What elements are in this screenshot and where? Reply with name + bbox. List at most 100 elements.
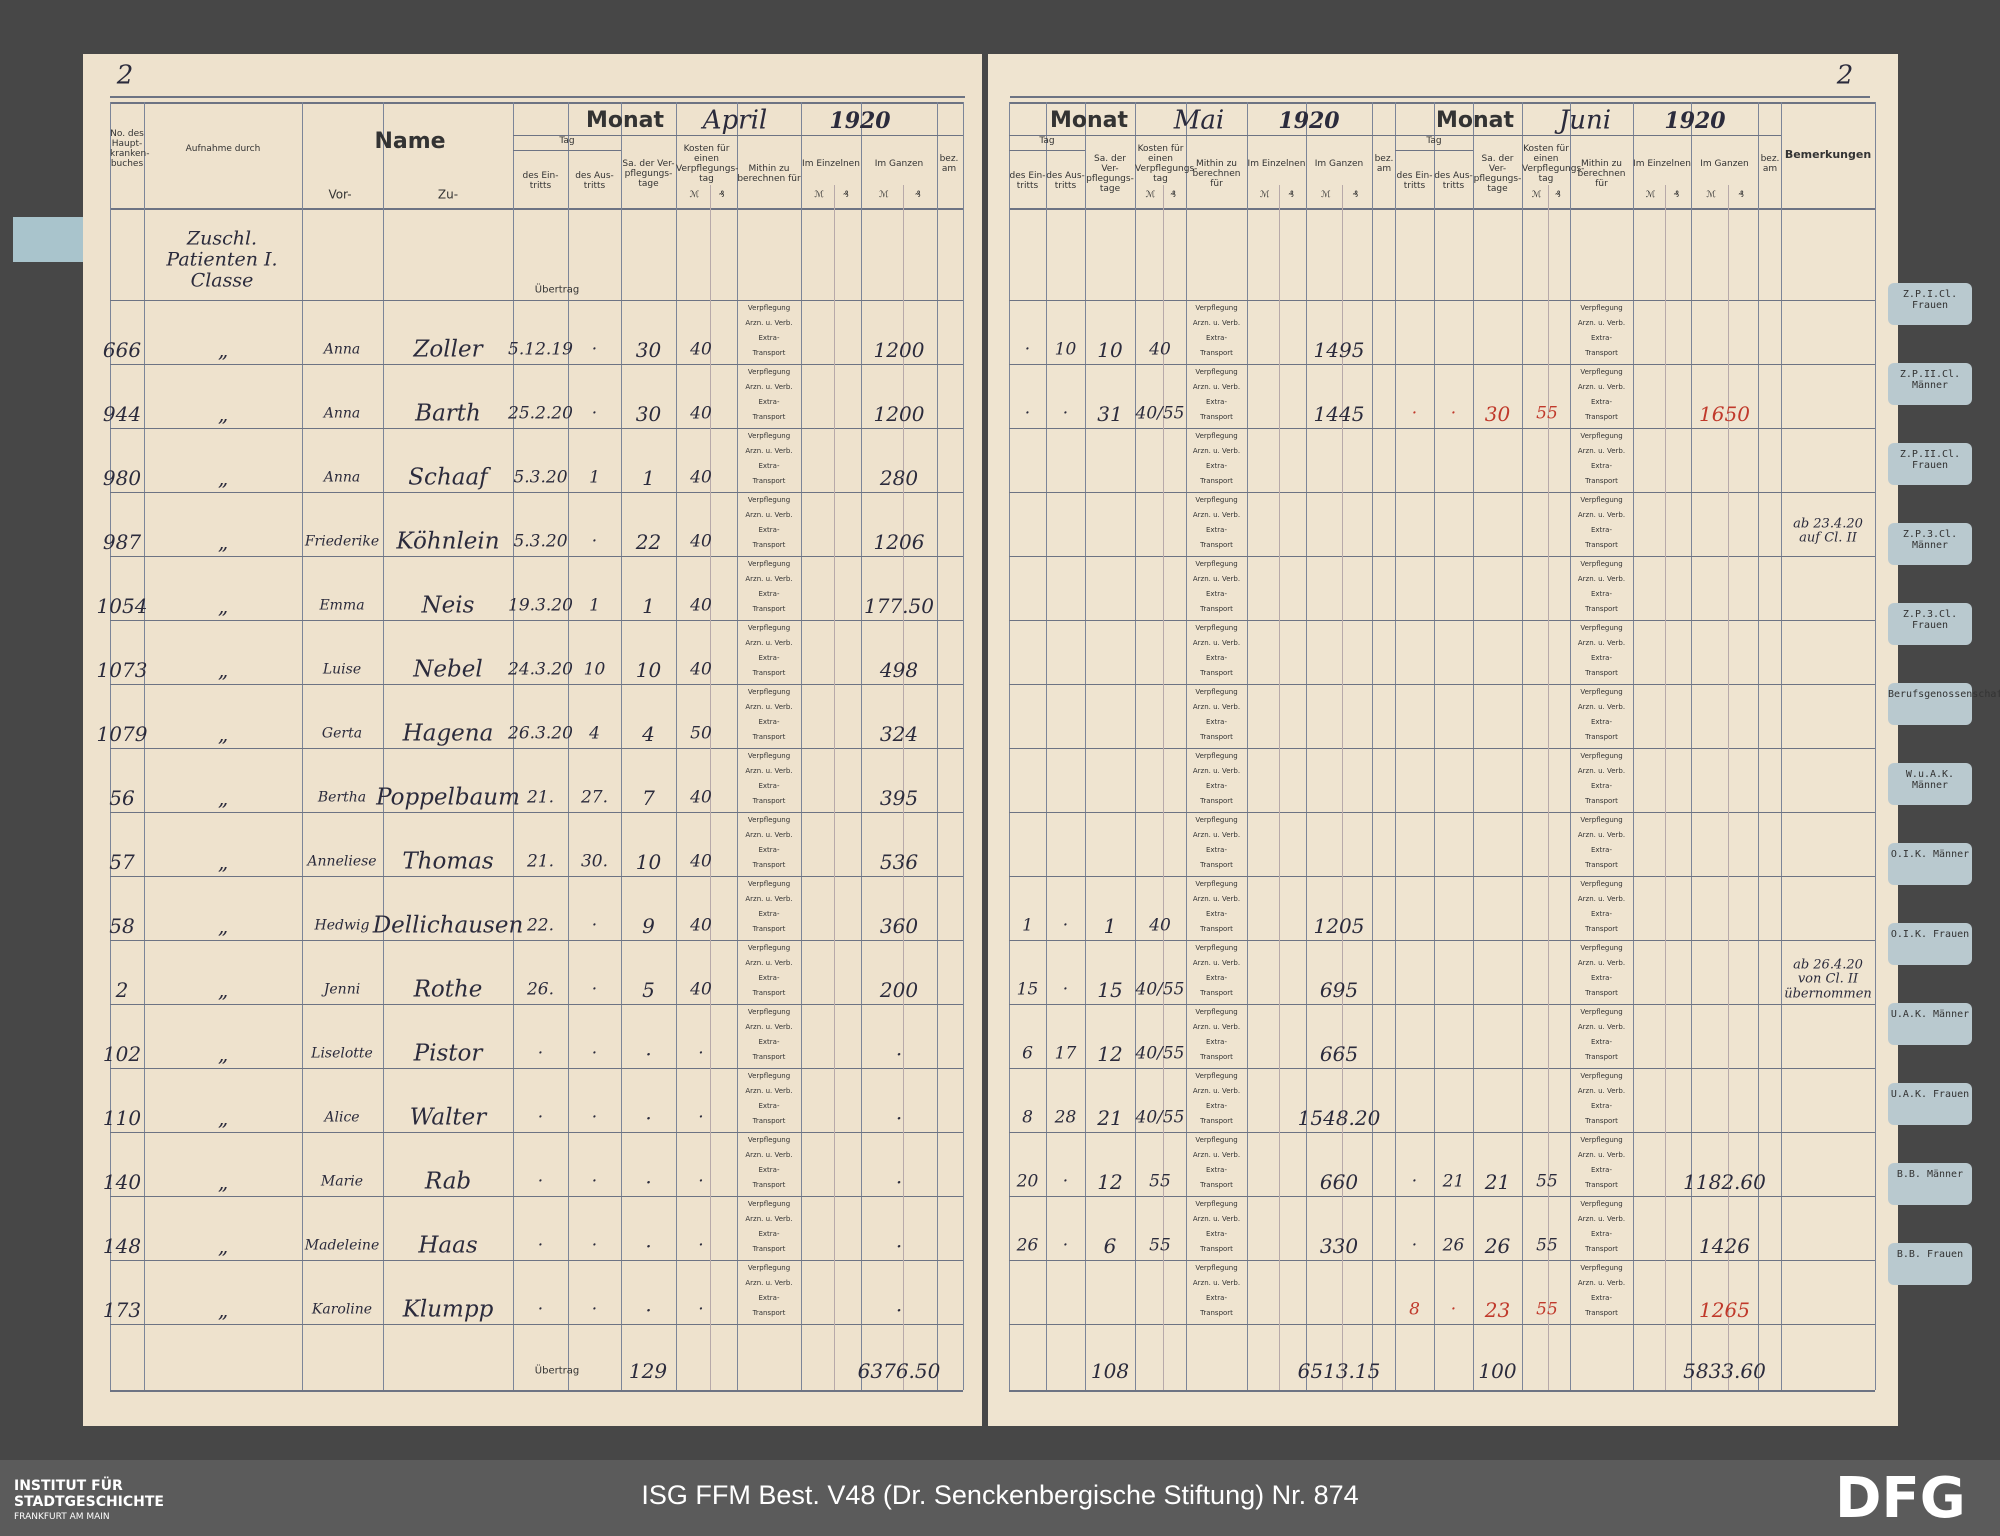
mithin-label: Arzn. u. Verb. — [745, 1087, 793, 1096]
column-header: Mithin zu berechnen für — [1577, 159, 1626, 189]
mithin-label: Extra- — [1205, 590, 1228, 599]
entry-out: 10 — [1054, 339, 1077, 360]
rule — [1395, 135, 1781, 136]
entry-by: „ — [217, 1234, 229, 1258]
mithin-label: Extra- — [758, 334, 780, 343]
rule — [110, 748, 963, 749]
rule — [963, 102, 964, 1390]
entry-days: 30 — [635, 338, 662, 362]
unit-header: ₰ — [1170, 190, 1177, 201]
unit-header: ₰ — [1555, 190, 1561, 201]
mithin-label: Extra- — [1590, 334, 1613, 343]
mithin-label: Verpflegung — [1580, 688, 1623, 697]
mithin-label: Arzn. u. Verb. — [1192, 1215, 1241, 1224]
mithin-label: Arzn. u. Verb. — [1192, 1279, 1241, 1288]
entry-last: Haas — [418, 1232, 478, 1259]
column-header: Aufnahme durch — [185, 144, 261, 155]
mithin-label: Extra- — [758, 782, 780, 791]
sum-days: 129 — [628, 1359, 668, 1383]
rule — [110, 102, 963, 104]
mithin-label: Extra- — [1590, 654, 1613, 663]
mithin-label: Verpflegung — [1195, 1200, 1238, 1209]
entry-last: Neis — [421, 592, 475, 619]
entry-by: „ — [217, 722, 229, 746]
entry-in: 26.3.20 — [508, 723, 573, 744]
rule — [1372, 102, 1373, 1390]
page-number: 2 — [1836, 60, 1854, 91]
entry-out: · — [591, 979, 598, 1000]
entry-days: 12 — [1097, 1042, 1123, 1066]
entry-no: 666 — [102, 338, 142, 362]
rule — [834, 185, 835, 1390]
mithin-label: Verpflegung — [1580, 560, 1623, 569]
month-label: Monat — [1435, 107, 1515, 133]
mithin-label: Transport — [1200, 1245, 1233, 1254]
mithin-label: Transport — [1585, 477, 1618, 486]
column-header: Tag — [1426, 136, 1442, 147]
mithin-label: Extra- — [1205, 398, 1228, 407]
mithin-label: Arzn. u. Verb. — [1577, 1215, 1626, 1224]
entry-no: 58 — [109, 914, 135, 938]
month-year: 1920 — [829, 107, 891, 134]
rule — [1570, 102, 1571, 1390]
entry-in: 21. — [526, 851, 555, 872]
entry-days: 9 — [642, 914, 655, 938]
mithin-label: Transport — [1200, 413, 1233, 422]
mithin-label: Verpflegung — [1195, 752, 1238, 761]
index-tab: O.I.K. Frauen — [1888, 923, 1972, 965]
mithin-label: Transport — [1200, 605, 1233, 614]
mithin-label: Transport — [752, 1053, 786, 1062]
entry-no: 148 — [102, 1234, 142, 1258]
entry-first: Anna — [323, 341, 361, 358]
entry-days: 5 — [642, 978, 655, 1002]
mithin-label: Extra- — [1590, 398, 1613, 407]
mithin-label: Transport — [1585, 797, 1618, 806]
entry-total: 200 — [879, 978, 919, 1002]
entry-days: 1 — [642, 594, 655, 618]
carry-label: Übertrag — [534, 284, 580, 296]
rule — [676, 102, 677, 1390]
mithin-label: Transport — [752, 413, 786, 422]
rule — [1163, 185, 1165, 1390]
entry-first: Karoline — [311, 1301, 373, 1318]
rule — [1758, 102, 1759, 1390]
entry-no: 1079 — [96, 722, 148, 746]
right-page — [988, 54, 1898, 1426]
mithin-label: Verpflegung — [1580, 1136, 1623, 1145]
column-header: Kosten für einen Verpflegungs-tag — [1522, 144, 1585, 184]
index-tab: Z.P.II.Cl. Frauen — [1888, 443, 1972, 485]
entry-days: 4 — [642, 722, 655, 746]
unit-header: ₰ — [1738, 190, 1745, 201]
rule — [1009, 876, 1875, 877]
index-tab: Z.P.II.Cl. Männer — [1888, 363, 1972, 405]
mithin-label: Verpflegung — [747, 560, 791, 569]
entry-first: Friederike — [304, 533, 380, 550]
mithin-label: Verpflegung — [747, 1136, 791, 1145]
rule — [1009, 1068, 1875, 1069]
entry-out: 26 — [1442, 1235, 1465, 1256]
entry-out: 1 — [589, 467, 600, 488]
rule — [1395, 102, 1396, 1390]
column-header: Bemerkungen — [1784, 147, 1872, 161]
rule — [302, 102, 303, 1390]
entry-by: „ — [217, 978, 229, 1002]
mithin-label: Verpflegung — [747, 752, 791, 761]
mithin-label: Verpflegung — [1195, 1072, 1238, 1081]
entry-first: Liselotte — [311, 1045, 373, 1062]
mithin-label: Arzn. u. Verb. — [1192, 1087, 1241, 1096]
rule — [1009, 1196, 1875, 1197]
mithin-label: Verpflegung — [747, 688, 791, 697]
entry-rate: 40 — [690, 787, 712, 808]
entry-last: Köhnlein — [396, 528, 500, 555]
entry-first: Luise — [322, 661, 362, 678]
rule — [1009, 940, 1875, 941]
mithin-label: Extra- — [1205, 718, 1228, 727]
rule — [1009, 748, 1875, 749]
entry-days: 12 — [1097, 1170, 1123, 1194]
entry-total: 1548.20 — [1297, 1106, 1381, 1130]
rule — [1009, 364, 1875, 365]
rule — [144, 102, 145, 1390]
rule — [110, 1004, 963, 1005]
entry-in: 8 — [1022, 1107, 1033, 1128]
rule — [1434, 102, 1435, 1390]
